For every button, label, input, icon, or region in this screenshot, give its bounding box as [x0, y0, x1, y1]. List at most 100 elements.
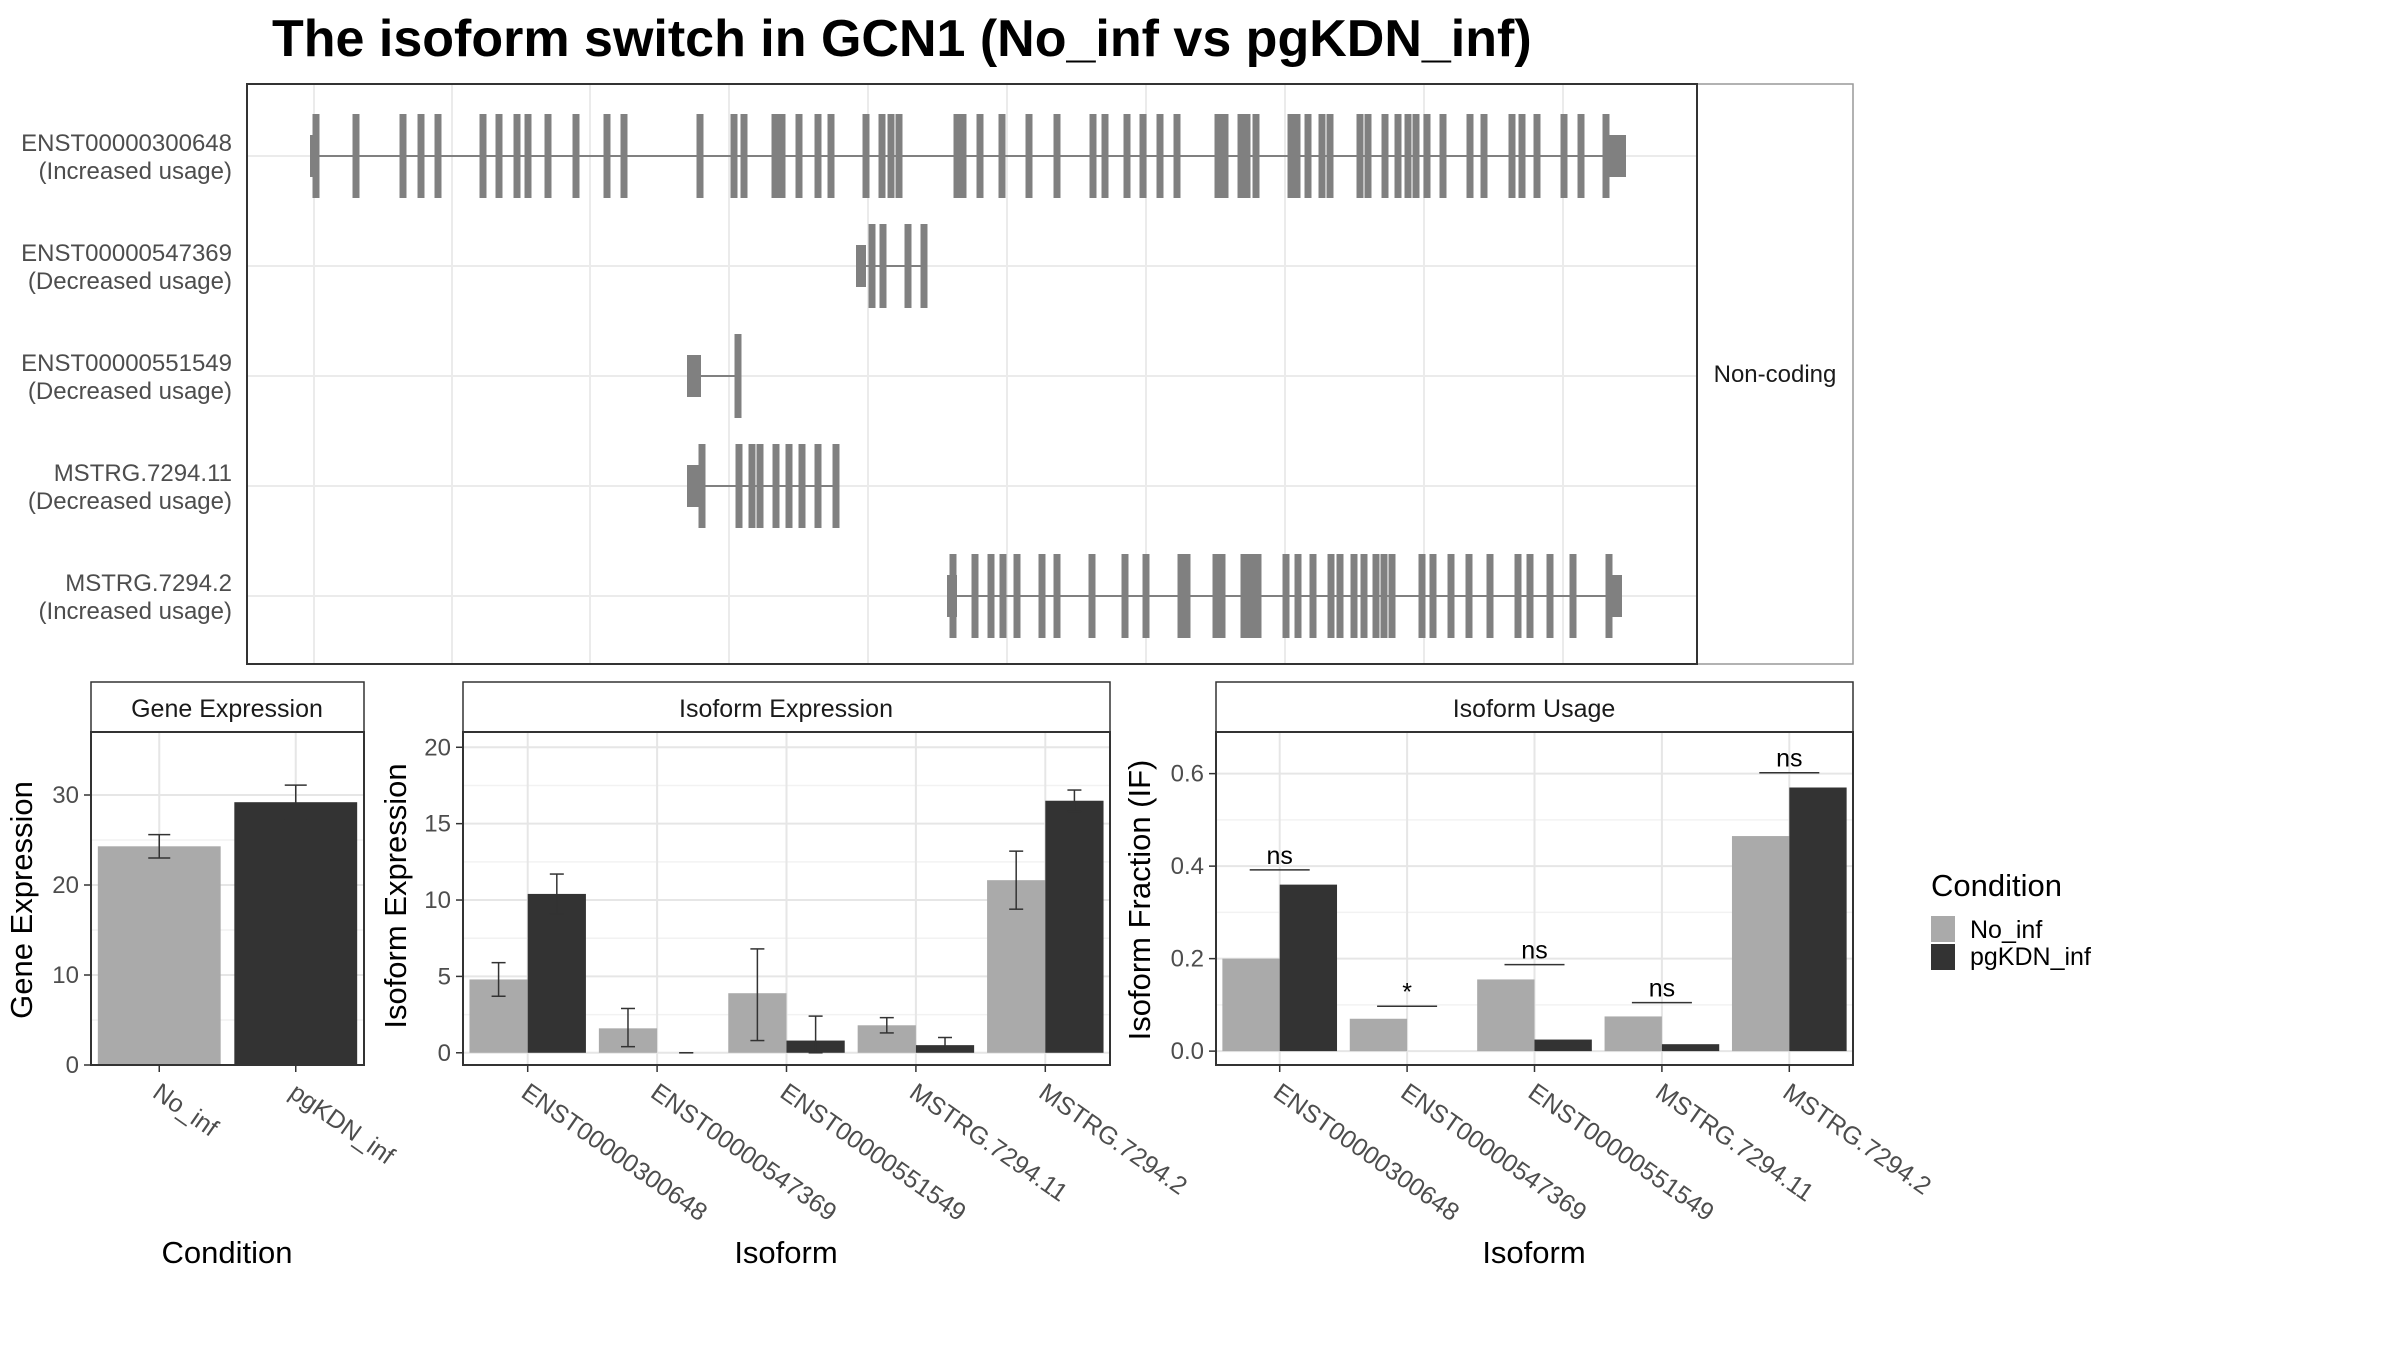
gene-expression-y-tick-label: 10 — [52, 962, 79, 989]
isoform-expression-panel: Isoform Expression Isoform Expression Is… — [378, 681, 1192, 1270]
exon-block — [1173, 114, 1181, 198]
isoform-expression-bar-enst00000300648-pgkdn-inf — [527, 893, 586, 1053]
structure-strip-label: Non-coding — [1714, 361, 1837, 388]
exon-block — [756, 444, 764, 528]
exon-block — [1577, 114, 1585, 198]
exon-block — [862, 114, 870, 198]
exon-block — [1388, 554, 1396, 638]
exon-block — [1089, 114, 1097, 198]
exon-block — [1326, 114, 1334, 198]
exon-block — [1221, 114, 1229, 198]
exon-block — [1418, 554, 1426, 638]
exon-block — [1123, 114, 1131, 198]
transcript-name-enst00000300648: ENST00000300648 — [21, 130, 232, 157]
exon-block — [1465, 554, 1473, 638]
exon-block — [771, 114, 779, 198]
isoform-usage-strip-title: Isoform Usage — [1453, 695, 1616, 723]
exon-block — [1025, 114, 1033, 198]
exon-block — [1560, 114, 1568, 198]
isoform-usage-y-tick-label: 0.6 — [1171, 761, 1204, 788]
exon-block — [1183, 554, 1191, 638]
isoform-usage-bar-mstrg-7294-11-no-inf — [1604, 1016, 1662, 1052]
transcript-models — [310, 114, 1626, 638]
exon-block — [696, 114, 704, 198]
transcript-structure-panel: Non-coding ENST00000300648(Increased usa… — [21, 83, 1854, 665]
exon-block — [1294, 554, 1302, 638]
utr-block — [856, 245, 866, 287]
exon-block — [971, 554, 979, 638]
exon-block — [1486, 554, 1494, 638]
exon-block — [544, 114, 552, 198]
exon-block — [399, 114, 407, 198]
isoform-usage-significance-label-mstrg-7294-11: ns — [1649, 975, 1675, 1003]
exon-block — [740, 114, 748, 198]
isoform-usage-significance-label-enst00000300648: ns — [1266, 842, 1292, 870]
transcript-model-3 — [687, 334, 742, 418]
gene-expression-x-axis-label: Condition — [162, 1235, 293, 1270]
isoform-expression-strip — [462, 681, 1111, 733]
isoform-usage-bar-enst00000300648-pgkdn-inf — [1279, 884, 1338, 1052]
exon-block — [999, 554, 1007, 638]
exon-block — [748, 444, 756, 528]
exon-block — [434, 114, 442, 198]
isoform-usage-y-tick-label: 0.4 — [1171, 853, 1204, 880]
exon-block — [1350, 554, 1358, 638]
exon-block — [895, 114, 903, 198]
isoform-usage-x-axis-label: Isoform — [1482, 1235, 1585, 1270]
isoform-expression-panel-border — [462, 731, 1111, 1066]
structure-panel-border — [246, 83, 1698, 665]
transcript-name-enst00000547369: ENST00000547369 — [21, 240, 232, 267]
exon-block — [959, 114, 967, 198]
gene-expression-bar-pgkdn-inf — [234, 802, 358, 1065]
isoform-expression-strip-title: Isoform Expression — [679, 695, 893, 723]
exon-block — [1336, 554, 1344, 638]
isoform-expression-y-axis-label: Isoform Expression — [378, 763, 413, 1028]
exon-block — [1518, 114, 1526, 198]
exon-block — [1372, 554, 1380, 638]
transcript-usage-enst00000551549: (Decreased usage) — [28, 378, 232, 405]
exon-block — [798, 444, 806, 528]
isoform-usage-y-axis-label: Isoform Fraction (IF) — [1122, 760, 1157, 1041]
exon-block — [1439, 114, 1447, 198]
transcript-name-mstrg-7294-2: MSTRG.7294.2 — [65, 570, 232, 597]
exon-block — [1139, 114, 1147, 198]
exon-block — [730, 114, 738, 198]
exon-block — [1318, 114, 1326, 198]
exon-block — [814, 114, 822, 198]
exon-block — [479, 114, 487, 198]
exon-block — [417, 114, 425, 198]
transcript-name-enst00000551549: ENST00000551549 — [21, 350, 232, 377]
exon-block — [1243, 114, 1251, 198]
exon-block — [1293, 114, 1301, 198]
isoform-expression-y-tick-label: 15 — [424, 811, 451, 838]
transcript-usage-enst00000300648: (Increased usage) — [39, 158, 232, 185]
isoform-expression-y-tick-label: 20 — [424, 734, 451, 761]
exon-block — [814, 444, 822, 528]
exon-block — [904, 224, 912, 308]
utr-block — [1606, 135, 1626, 177]
exon-block — [1053, 114, 1061, 198]
utr-block — [687, 355, 701, 397]
exon-block — [1360, 554, 1368, 638]
isoform-usage-y-tick-label: 0.0 — [1171, 1038, 1204, 1065]
transcript-name-mstrg-7294-11: MSTRG.7294.11 — [54, 460, 232, 487]
isoform-usage-bar-enst00000551549-no-inf — [1477, 979, 1535, 1052]
structure-strip-background — [1696, 83, 1854, 665]
gene-expression-strip-title: Gene Expression — [131, 695, 323, 723]
exon-block — [698, 444, 706, 528]
exon-block — [1423, 114, 1431, 198]
exon-block — [1447, 554, 1455, 638]
exon-block — [1088, 554, 1096, 638]
exon-block — [1508, 114, 1516, 198]
isoform-usage-bar-mstrg-7294-2-pgkdn-inf — [1789, 787, 1847, 1052]
isoform-usage-panel-border — [1215, 731, 1854, 1066]
isoform-expression-bar-mstrg-7294-2-pgkdn-inf — [1045, 800, 1104, 1053]
exon-block — [832, 444, 840, 528]
exon-block — [1404, 114, 1412, 198]
exon-block — [1546, 554, 1554, 638]
isoform-usage-significance-label-enst00000547369: * — [1402, 978, 1412, 1006]
exon-block — [1013, 554, 1021, 638]
legend-label-no-inf: No_inf — [1970, 916, 2042, 944]
exon-block — [1381, 114, 1389, 198]
